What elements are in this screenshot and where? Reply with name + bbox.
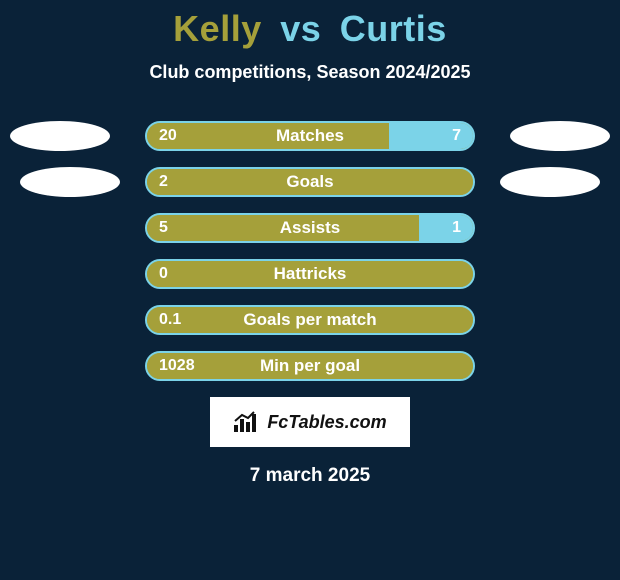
player1-name: Kelly <box>173 8 262 49</box>
stat-bar: 20Matches7 <box>145 121 475 151</box>
player2-bar-segment <box>389 123 473 149</box>
player1-bar-segment <box>147 169 473 195</box>
logo-text: FcTables.com <box>267 412 386 433</box>
vs-text: vs <box>280 8 321 49</box>
player1-bar-segment <box>147 261 473 287</box>
content-area: 20Matches7 2Goals 5Assists1 0Hattricks 0.1Go… <box>0 121 620 487</box>
comparison-title: Kelly vs Curtis <box>0 0 620 50</box>
chart-icon <box>233 411 261 433</box>
player1-avatar-top <box>10 121 110 151</box>
fctables-logo: FcTables.com <box>210 397 410 447</box>
player1-bar-segment <box>147 215 419 241</box>
stat-bars-container: 20Matches7 2Goals 5Assists1 0Hattricks 0.1Go… <box>145 121 475 381</box>
stat-bar: 2Goals <box>145 167 475 197</box>
stat-bar: 0.1Goals per match <box>145 305 475 335</box>
stat-bar: 1028Min per goal <box>145 351 475 381</box>
player2-avatar-bottom <box>500 167 600 197</box>
date-label: 7 march 2025 <box>0 465 620 487</box>
stat-bar: 5Assists1 <box>145 213 475 243</box>
stat-bar: 0Hattricks <box>145 259 475 289</box>
player2-avatar-top <box>510 121 610 151</box>
player2-name: Curtis <box>340 8 447 49</box>
player1-bar-segment <box>147 123 389 149</box>
player1-bar-segment <box>147 353 473 379</box>
player2-bar-segment <box>419 215 473 241</box>
player1-avatar-bottom <box>20 167 120 197</box>
subtitle: Club competitions, Season 2024/2025 <box>0 62 620 83</box>
player1-bar-segment <box>147 307 473 333</box>
